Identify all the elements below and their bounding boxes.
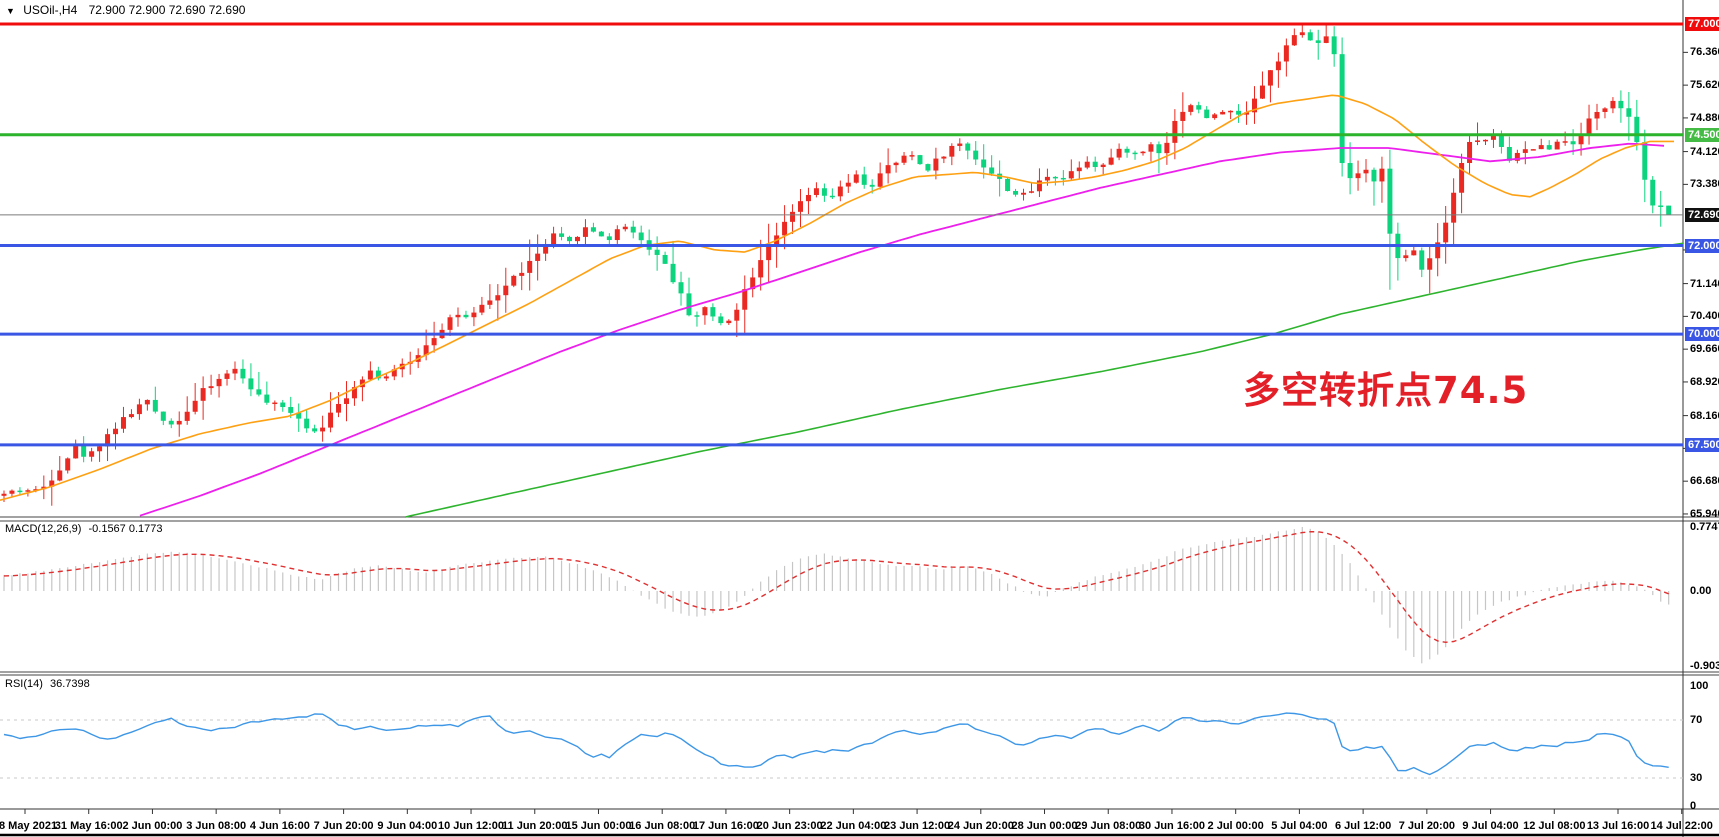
time-axis-label: 9 Jul 04:00 — [1462, 820, 1519, 832]
price-tick-label: 76.360 — [1690, 46, 1719, 59]
price-tick-label: 74.880 — [1690, 111, 1719, 124]
macd-axis-label: 0.00 — [1690, 585, 1712, 597]
rsi-indicator-value: 36.7398 — [49, 678, 90, 690]
time-axis-label: 24 Jun 20:00 — [947, 820, 1014, 832]
time-axis-label: 20 Jun 23:00 — [756, 820, 823, 832]
time-axis-label: 6 Jul 12:00 — [1334, 820, 1392, 832]
price-tick-label: 68.920 — [1690, 375, 1719, 388]
symbol-title-bar: ▼ USOil-,H4 72.900 72.900 72.690 72.690 — [6, 3, 245, 17]
ma-slow-line — [404, 242, 1684, 518]
time-axis-label: 16 Jun 08:00 — [629, 820, 696, 832]
time-axis-label: 4 Jun 16:00 — [249, 820, 310, 832]
text-annotation[interactable]: 多空转折点74.5 — [1243, 369, 1529, 412]
time-axis-label: 29 Jun 08:00 — [1075, 820, 1142, 832]
time-axis-label: 2 Jun 00:00 — [122, 820, 183, 832]
symbol-dropdown-icon[interactable]: ▼ — [6, 6, 15, 16]
rsi-line — [3, 712, 1669, 776]
price-badge-72.690: 72.690 — [1685, 207, 1719, 222]
price-tick-label: 65.940 — [1690, 507, 1719, 520]
rsi-axis-label: 30 — [1690, 772, 1703, 784]
time-axis-label: 2 Jul 00:00 — [1207, 820, 1264, 832]
time-axis-label: 11 Jun 20:00 — [502, 820, 568, 832]
macd-legend: MACD(12,26,9) -0.1567 0.1773 — [5, 523, 163, 535]
price-badge-72.000: 72.000 — [1685, 238, 1719, 253]
time-axis-label: 15 Jun 00:00 — [565, 820, 632, 832]
rsi-indicator-name: RSI(14) — [5, 678, 43, 690]
price-tick-label: 73.380 — [1690, 178, 1719, 191]
time-axis-label: 14 Jul 22:00 — [1650, 820, 1713, 832]
time-axis-label: 28 Jun 00:00 — [1011, 820, 1078, 832]
macd-indicator-values: -0.1567 0.1773 — [88, 523, 163, 535]
time-axis-label: 28 May 2021 — [0, 820, 58, 832]
symbol-ohlc-values: 72.900 72.900 72.690 72.690 — [88, 3, 246, 17]
price-badge-70.000: 70.000 — [1685, 327, 1719, 342]
time-axis-label: 10 Jun 12:00 — [438, 820, 505, 832]
rsi-axis-label: 100 — [1690, 680, 1709, 692]
macd-signal-line — [3, 530, 1669, 644]
candlestick-series — [1, 24, 1672, 506]
price-tick-label: 74.120 — [1690, 145, 1719, 158]
time-axis-label: 13 Jul 16:00 — [1586, 820, 1650, 832]
macd-indicator-name: MACD(12,26,9) — [5, 523, 82, 535]
time-axis-label: 9 Jun 04:00 — [377, 820, 438, 832]
rsi-axis-label: 0 — [1690, 800, 1697, 812]
rsi-legend: RSI(14) 36.7398 — [5, 678, 90, 690]
time-axis-label: 22 Jun 04:00 — [820, 820, 887, 832]
time-axis-label: 12 Jul 08:00 — [1523, 820, 1586, 832]
time-axis-label: 31 May 16:00 — [54, 820, 123, 832]
time-axis-label: 5 Jul 04:00 — [1271, 820, 1328, 832]
symbol-timeframe-label: USOil-,H4 — [23, 3, 78, 17]
price-badge-74.500: 74.500 — [1685, 127, 1719, 142]
price-tick-label: 75.620 — [1690, 79, 1719, 92]
macd-axis-label: 0.7747 — [1690, 521, 1719, 533]
price-tick-label: 66.680 — [1690, 475, 1719, 488]
macd-axis-label: -0.9034 — [1690, 659, 1719, 672]
rsi-axis-label: 70 — [1690, 714, 1703, 726]
ma-mid-line — [139, 142, 1665, 517]
price-tick-label: 70.400 — [1690, 310, 1719, 323]
time-axis-label: 7 Jul 20:00 — [1398, 820, 1455, 832]
time-axis-label: 23 Jun 12:00 — [884, 820, 951, 832]
price-badge-67.500: 67.500 — [1685, 437, 1719, 452]
time-axis-label: 30 Jun 16:00 — [1138, 820, 1205, 832]
time-axis-label: 17 Jun 16:00 — [692, 820, 759, 832]
time-axis-label: 3 Jun 08:00 — [186, 820, 247, 832]
time-axis-label: 7 Jun 20:00 — [313, 820, 374, 832]
price-tick-label: 68.160 — [1690, 409, 1719, 422]
price-badge-77.000: 77.000 — [1685, 17, 1719, 31]
price-tick-label: 69.660 — [1690, 343, 1719, 356]
ma-fast-line — [0, 94, 1674, 501]
price-tick-label: 71.140 — [1690, 277, 1719, 290]
macd-histogram — [3, 526, 1670, 664]
